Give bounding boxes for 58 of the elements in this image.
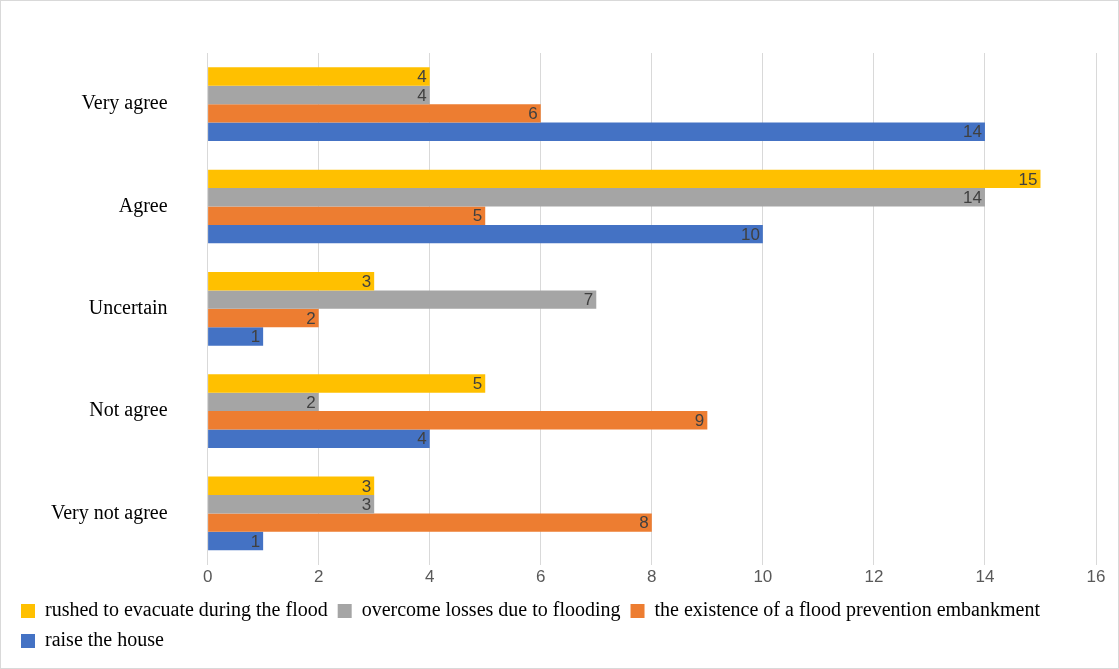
data-label: 3 (361, 494, 372, 514)
y-tick-label: Very agree (81, 91, 168, 115)
data-label: 7 (583, 290, 594, 310)
data-label: 1 (250, 531, 261, 551)
bar (208, 271, 375, 291)
x-tick-label: 2 (313, 567, 324, 587)
x-tick-label: 10 (753, 567, 773, 587)
bar (208, 206, 486, 225)
y-tick-label: Agree (118, 193, 168, 217)
x-tick-label: 6 (536, 567, 546, 587)
data-label: 15 (1018, 169, 1038, 189)
y-tick-label: Very not agree (50, 500, 168, 524)
data-label: 3 (361, 476, 372, 496)
bar (208, 290, 597, 309)
data-label: 14 (963, 187, 982, 207)
legend-label: raise the house (45, 628, 164, 651)
bar (208, 104, 541, 123)
bar (208, 495, 375, 514)
data-label: 1 (250, 327, 261, 347)
data-label: 14 (963, 122, 982, 142)
bar (208, 224, 763, 244)
bar (208, 476, 375, 496)
bar (208, 429, 430, 448)
bar (208, 308, 319, 328)
bar (208, 327, 264, 346)
x-tick-label: 16 (1086, 567, 1106, 587)
x-tick-label: 4 (424, 567, 435, 587)
x-tick-label: 14 (975, 567, 995, 587)
data-label: 4 (417, 67, 427, 87)
y-tick-label: Not agree (89, 398, 168, 422)
data-label: 10 (740, 224, 760, 244)
bar (208, 188, 985, 207)
data-label: 2 (306, 308, 316, 328)
bar (208, 374, 486, 393)
data-label: 2 (306, 392, 316, 412)
data-label: 5 (472, 374, 483, 394)
x-tick-label: 12 (864, 567, 884, 587)
bar (208, 85, 430, 105)
data-label: 9 (694, 411, 705, 431)
legend-label: the existence of a flood prevention embankment (654, 598, 1041, 622)
bar (208, 67, 430, 86)
data-label: 4 (417, 85, 427, 105)
data-label: 3 (361, 271, 372, 291)
data-label: 5 (472, 206, 483, 226)
bar (208, 513, 652, 532)
legend-label: rushed to evacuate during the flood (45, 598, 328, 622)
bar (208, 122, 985, 141)
bar (208, 392, 319, 412)
bar (208, 169, 1041, 189)
x-tick-label: 8 (647, 567, 657, 587)
x-tick-label: 0 (202, 567, 213, 587)
legend-label: overcome losses due to flooding (361, 598, 621, 622)
data-label: 6 (528, 104, 538, 124)
data-label: 4 (417, 429, 427, 449)
bar (208, 411, 708, 430)
bar (208, 531, 264, 551)
y-tick-label: Uncertain (88, 296, 168, 319)
data-label: 8 (639, 513, 649, 533)
